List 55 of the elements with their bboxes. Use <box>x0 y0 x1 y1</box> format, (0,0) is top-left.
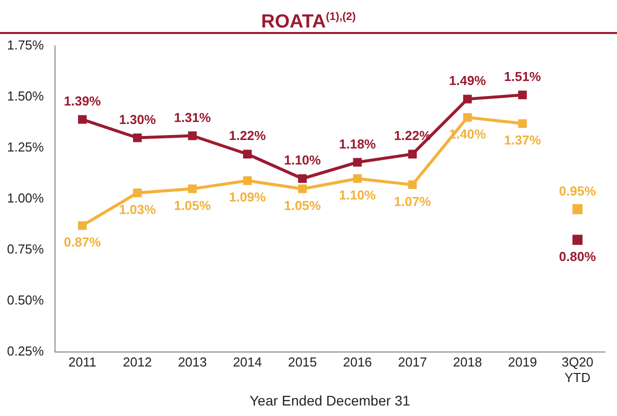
point <box>518 119 527 128</box>
point <box>188 131 197 140</box>
point <box>133 133 142 142</box>
y-tick-label: 1.25% <box>6 140 44 155</box>
point <box>353 158 362 167</box>
x-tick-label: 2015 <box>288 354 317 370</box>
data-label: 1.09% <box>228 190 266 205</box>
chart-title: ROATA$^{(1),(2)}$ <box>260 10 357 32</box>
point <box>298 184 307 194</box>
point <box>243 150 252 158</box>
point <box>243 176 252 185</box>
y-tick-label: 0.25% <box>6 344 44 359</box>
point <box>463 94 472 104</box>
x-axis-title: Year Ended December 31 <box>250 392 410 408</box>
data-label: 1.37% <box>504 132 542 148</box>
point <box>408 180 417 190</box>
point <box>518 90 527 100</box>
data-label: 1.10% <box>284 152 322 168</box>
point <box>298 174 307 183</box>
data-label: 1.30% <box>118 112 156 127</box>
data-label: 1.31% <box>174 110 212 125</box>
y-tick-label: 1.75% <box>6 38 44 53</box>
point <box>78 115 87 124</box>
data-label: 1.05% <box>174 198 212 213</box>
point <box>353 174 362 183</box>
y-tick-label: 1.50% <box>6 88 44 104</box>
x-tick-label: 2016 <box>342 354 372 370</box>
y-tick-label: 0.50% <box>6 292 44 308</box>
x-tick-label: 2011 <box>68 354 96 370</box>
data-label: 1.51% <box>504 69 542 84</box>
point <box>78 221 87 230</box>
y-tick-label: 0.75% <box>6 242 44 257</box>
data-label: 1.07% <box>394 194 432 209</box>
data-label: 1.22% <box>228 128 266 144</box>
data-label: 1.03% <box>118 202 156 217</box>
y-tick-label: 1.00% <box>6 190 44 206</box>
x-tick-label: 3Q20 YTD <box>562 354 594 385</box>
data-label: 0.80% <box>559 248 596 264</box>
x-tick-label: 2017 <box>398 354 427 370</box>
x-tick-label: 2012 <box>122 354 152 370</box>
x-tick-label: 2014 <box>232 354 262 370</box>
point <box>133 188 142 198</box>
data-label: 1.10% <box>339 188 376 203</box>
point <box>463 113 472 122</box>
data-label: 1.49% <box>449 73 486 88</box>
data-label: 0.87% <box>64 234 102 250</box>
point <box>408 150 417 158</box>
data-label: 1.39% <box>64 94 102 109</box>
point <box>188 184 197 194</box>
x-tick-label: 2019 <box>508 354 537 370</box>
data-label: 1.18% <box>339 136 376 152</box>
x-tick-label: 2013 <box>178 354 207 370</box>
data-label: 0.95% <box>559 183 596 198</box>
data-label: 1.05% <box>284 198 322 213</box>
x-tick-label: 2018 <box>453 354 482 370</box>
